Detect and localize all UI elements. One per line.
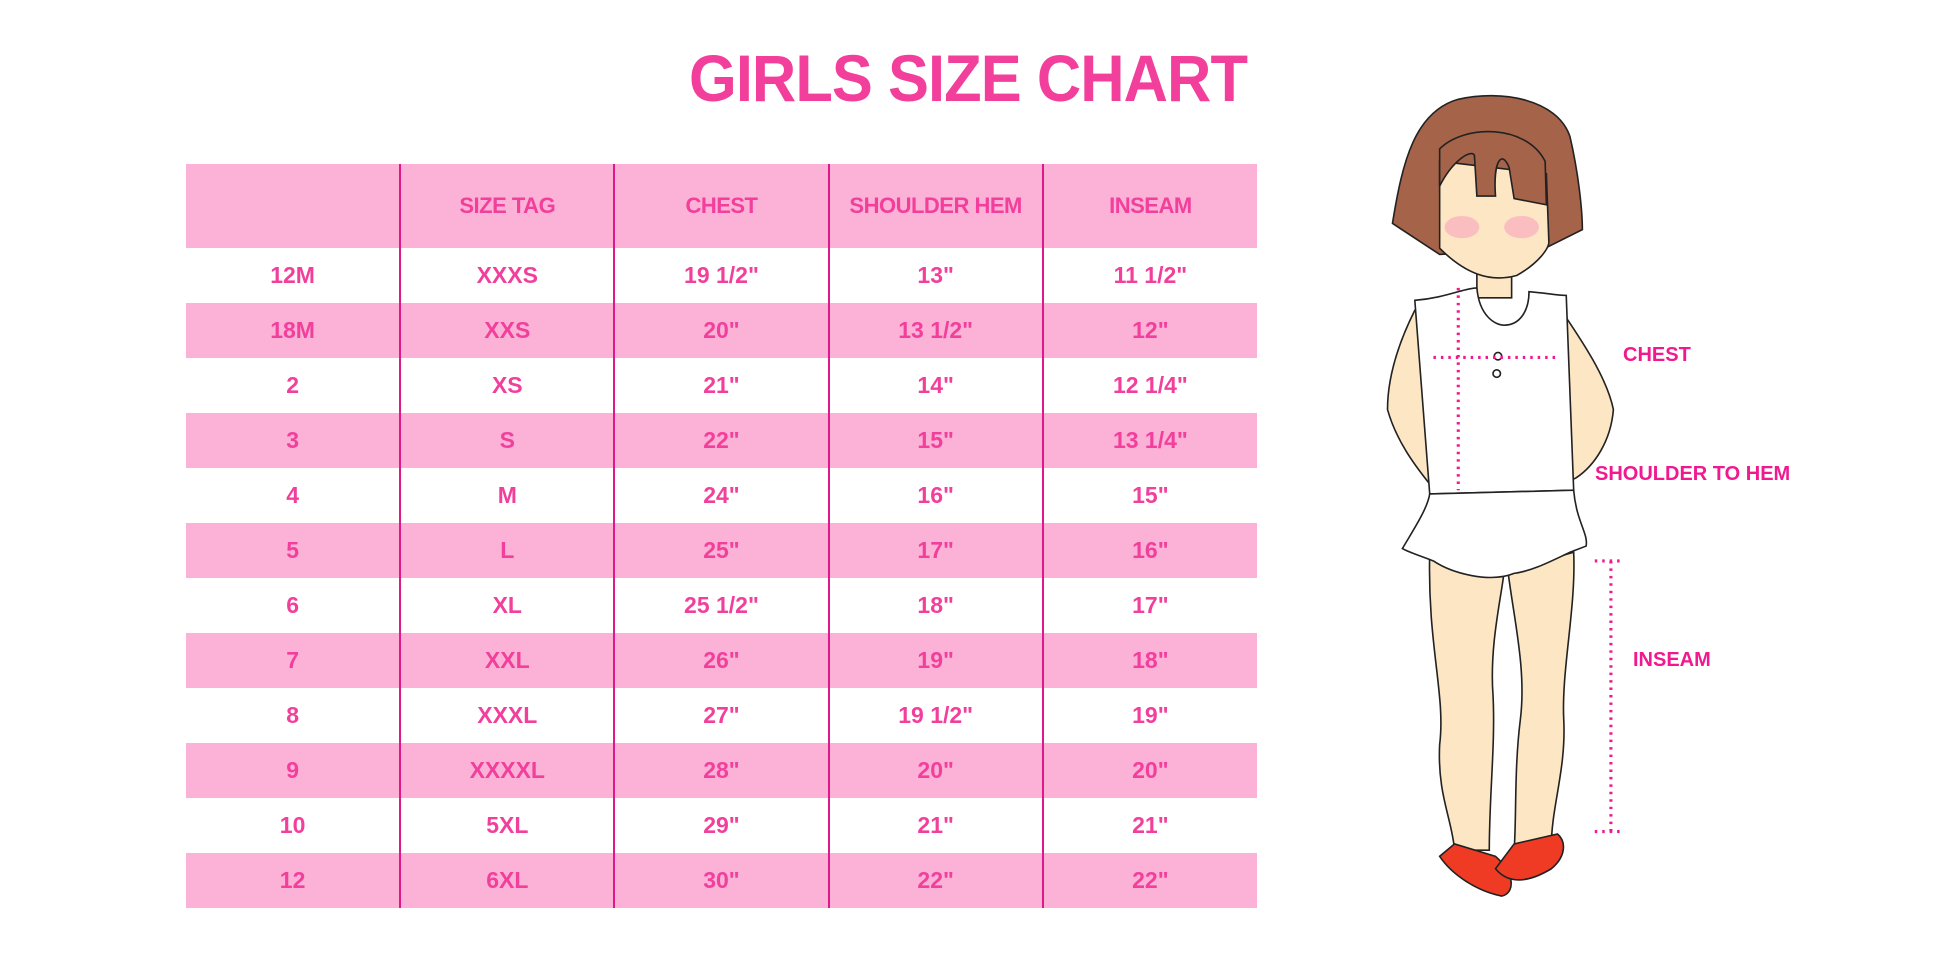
table-cell: S [399, 413, 615, 468]
table-cell: 13 1/4" [1041, 413, 1257, 468]
left-shoe [1438, 843, 1512, 897]
table-cell: XXXL [399, 688, 615, 743]
table-cell: 15" [827, 413, 1043, 468]
table-cell: XL [399, 578, 615, 633]
button-icon [1493, 351, 1503, 361]
table-cell: 11 1/2" [1041, 248, 1257, 303]
table-cell: L [399, 523, 615, 578]
column-header: INSEAM [1041, 164, 1257, 248]
left-cheek [1444, 215, 1480, 239]
column-header: CHEST [613, 164, 829, 248]
table-cell: 22" [827, 853, 1043, 908]
table-cell: 22" [1041, 853, 1257, 908]
table-row: 6 XL 25 1/2" 18" 17" [186, 578, 1257, 633]
table-cell: 27" [613, 688, 829, 743]
inseam-label: INSEAM [1633, 649, 1711, 671]
table-row: 7 XXL 26" 19" 18" [186, 633, 1257, 688]
column-header: SIZE TAG [399, 164, 615, 248]
table-cell: 28" [613, 743, 829, 798]
left-leg [1428, 551, 1506, 851]
table-cell: 9 [186, 743, 401, 798]
table-row: 5 L 25" 17" 16" [186, 523, 1257, 578]
table-cell: 2 [286, 372, 299, 398]
shirt [1413, 287, 1575, 495]
table-cell: 4 [286, 482, 299, 508]
table-cell: 17" [1041, 578, 1257, 633]
table-row: 12 6XL 30" 22" 22" [186, 853, 1257, 908]
table-row: 12M XXXS 19 1/2" 13" 11 1/2" [186, 248, 1257, 303]
right-leg [1507, 551, 1575, 852]
table-cell: XXXXL [399, 743, 615, 798]
table-row: 10 5XL 29" 21" 21" [186, 798, 1257, 853]
right-shoe [1494, 833, 1565, 881]
table-cell: 19" [827, 633, 1043, 688]
table-cell: 14" [827, 358, 1043, 413]
table-cell: 12" [1041, 303, 1257, 358]
shoulder-to-hem-label: SHOULDER TO HEM [1595, 463, 1791, 485]
table-cell: XXXS [399, 248, 615, 303]
table-cell: 29" [613, 798, 829, 853]
table-cell: 3 [186, 413, 401, 468]
table-cell: 6XL [399, 853, 615, 908]
table-cell: 8 [286, 702, 299, 728]
hair-bangs [1438, 130, 1548, 206]
table-cell: 19" [1041, 688, 1257, 743]
table-row: 18M XXS 20" 13 1/2" 12" [186, 303, 1257, 358]
table-cell: 19 1/2" [827, 688, 1043, 743]
table-cell: 15" [1041, 468, 1257, 523]
column-header [186, 164, 401, 248]
hair [1391, 94, 1584, 256]
left-arm [1386, 309, 1438, 487]
table-row: 4 M 24" 16" 15" [186, 468, 1257, 523]
right-cheek [1504, 215, 1539, 239]
table-cell: 24" [613, 468, 829, 523]
table-cell: XS [399, 358, 615, 413]
table-cell: 25" [613, 523, 829, 578]
table-cell: 10 [279, 812, 306, 838]
table-cell: 19 1/2" [613, 248, 829, 303]
table-cell: XXS [399, 303, 615, 358]
table-cell: 26" [613, 633, 829, 688]
table-cell: M [399, 468, 615, 523]
table-cell: 13 1/2" [827, 303, 1043, 358]
table-cell: 13" [827, 248, 1043, 303]
table-cell: 22" [613, 413, 829, 468]
table-cell: 16" [827, 468, 1043, 523]
table-cell: 17" [827, 523, 1043, 578]
table-cell: 18" [827, 578, 1043, 633]
table-cell: 7 [186, 633, 401, 688]
size-chart-table: SIZE TAG CHEST SHOULDER HEM INSEAM 12M XXXS 1… [186, 164, 1257, 908]
page-title: GIRLS SIZE CHART [689, 41, 1248, 115]
table-cell: 18" [1041, 633, 1257, 688]
table-cell: 21" [613, 358, 829, 413]
table-header-row: SIZE TAG CHEST SHOULDER HEM INSEAM [186, 164, 1257, 248]
neck [1476, 259, 1513, 299]
face [1438, 160, 1550, 279]
table-cell: 12 [186, 853, 401, 908]
table-cell: 5XL [399, 798, 615, 853]
table-row: 8 XXXL 27" 19 1/2" 19" [186, 688, 1257, 743]
right-arm [1560, 307, 1615, 486]
table-cell: 30" [613, 853, 829, 908]
table-cell: 21" [827, 798, 1043, 853]
table-cell: 12 1/4" [1041, 358, 1257, 413]
button-icon [1492, 369, 1502, 379]
table-cell: 12M [270, 262, 315, 288]
table-row: 3 S 22" 15" 13 1/4" [186, 413, 1257, 468]
table-cell: 20" [827, 743, 1043, 798]
table-cell: 20" [613, 303, 829, 358]
table-cell: 16" [1041, 523, 1257, 578]
skirt [1401, 489, 1588, 579]
table-cell: 20" [1041, 743, 1257, 798]
table-row: 9 XXXXL 28" 20" 20" [186, 743, 1257, 798]
table-row: 2 XS 21" 14" 12 1/4" [186, 358, 1257, 413]
table-cell: 6 [286, 592, 299, 618]
table-cell: 21" [1041, 798, 1257, 853]
chest-label: CHEST [1623, 344, 1691, 366]
table-cell: 25 1/2" [613, 578, 829, 633]
table-cell: 18M [186, 303, 401, 358]
column-header: SHOULDER HEM [827, 164, 1043, 248]
table-cell: 5 [186, 523, 401, 578]
table-cell: XXL [399, 633, 615, 688]
